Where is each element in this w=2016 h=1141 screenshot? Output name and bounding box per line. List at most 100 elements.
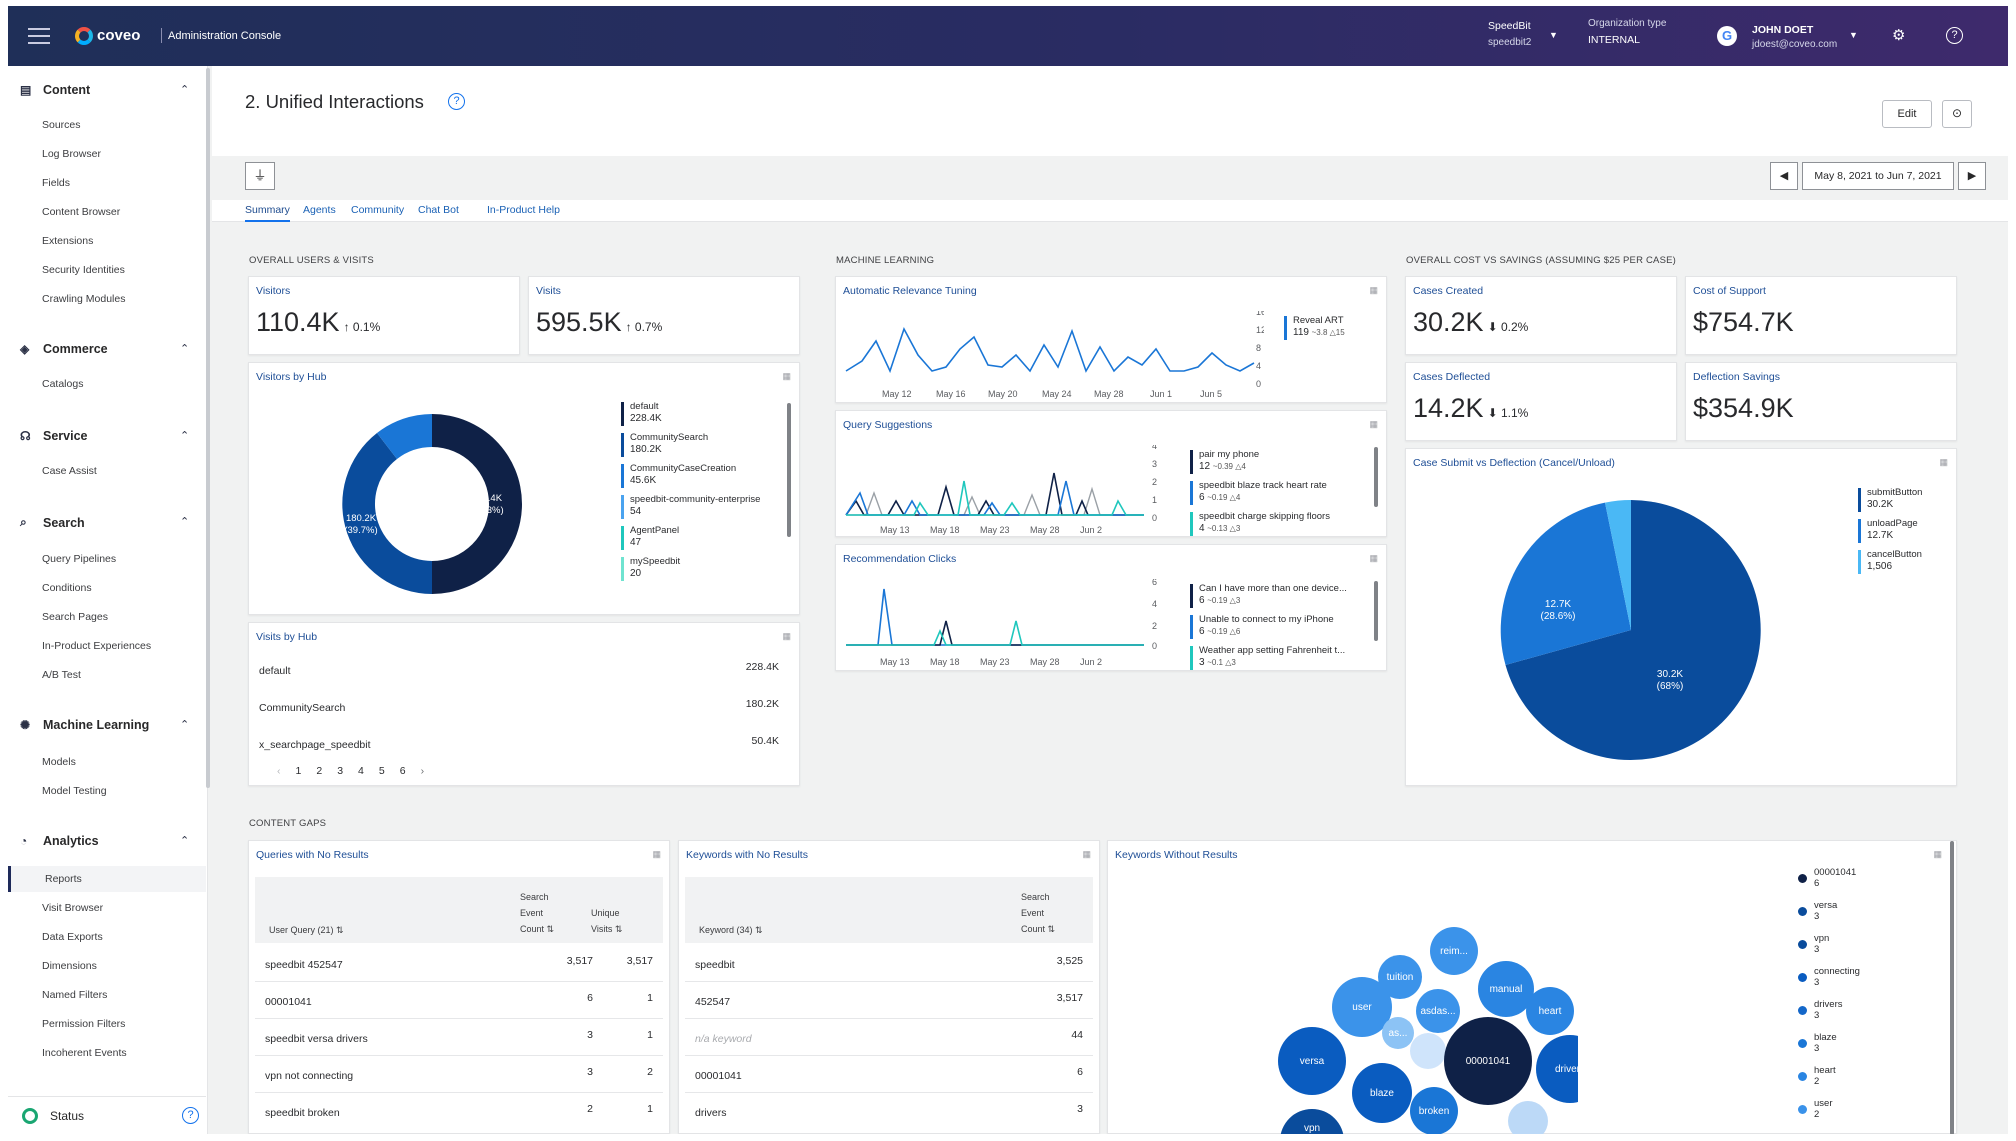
sidebar-item-content-browser[interactable]: Content Browser bbox=[42, 206, 121, 218]
sidebar-item-models[interactable]: Models bbox=[42, 756, 76, 768]
bubble[interactable] bbox=[1382, 1017, 1414, 1049]
table-row[interactable]: drivers 3 bbox=[685, 1093, 1093, 1130]
legend-scrollbar[interactable] bbox=[1950, 841, 1954, 1134]
table-row[interactable]: speedbit 452547 3,517 3,517 bbox=[255, 945, 663, 982]
legend-item[interactable]: pair my phone 12 ~0.39 △4 bbox=[1190, 449, 1360, 474]
legend-item[interactable]: speedbit blaze track heart rate 6 ~0.19 △… bbox=[1190, 480, 1360, 505]
visitors-card[interactable]: Visitors 110.4K ↑ 0.1% bbox=[248, 276, 520, 355]
sidebar-item-dimensions[interactable]: Dimensions bbox=[42, 960, 97, 972]
visits-by-hub-card[interactable]: Visits by Hub ▦ default 228.4K CommunityS… bbox=[248, 622, 800, 786]
legend-scrollbar[interactable] bbox=[1374, 447, 1378, 507]
page-number[interactable]: 2 bbox=[316, 765, 323, 777]
legend-item[interactable]: heart 2 bbox=[1798, 1065, 1860, 1098]
chevron-up-icon[interactable]: ⌃ bbox=[180, 84, 190, 96]
column-header-unique-visits[interactable]: Unique Visits ⇅ bbox=[591, 905, 622, 937]
sidebar-item-in-product-experiences[interactable]: In-Product Experiences bbox=[42, 640, 152, 652]
next-period-button[interactable]: ▶ bbox=[1958, 162, 1986, 190]
sidebar-section-content[interactable]: ▤ Content bbox=[20, 83, 90, 97]
cost-of-support-card[interactable]: Cost of Support $754.7K bbox=[1685, 276, 1957, 355]
chevron-up-icon[interactable]: ⌃ bbox=[180, 430, 190, 442]
legend-item[interactable]: speedbit charge skipping floors 4 ~0.13 △… bbox=[1190, 511, 1360, 536]
table-row[interactable]: 452547 3,517 bbox=[685, 982, 1093, 1019]
add-filter-icon[interactable]: ⏚ bbox=[245, 162, 275, 190]
query-suggestions-card[interactable]: Query Suggestions ▦ May 13 May 18 May 23… bbox=[835, 410, 1387, 537]
sidebar-item-catalogs[interactable]: Catalogs bbox=[42, 378, 84, 390]
legend-item[interactable]: vpn 3 bbox=[1798, 933, 1860, 966]
legend-item[interactable]: Can I have more than one device... 6 ~0.1… bbox=[1190, 583, 1365, 608]
legend-item[interactable]: unloadPage 12.7K bbox=[1858, 518, 1922, 543]
visitors-by-hub-card[interactable]: Visitors by Hub ▦ 228.4K (50.3%) 180.2K … bbox=[248, 362, 800, 615]
sort-icon[interactable]: ⇅ bbox=[546, 924, 555, 934]
table-row[interactable]: default 228.4K bbox=[249, 651, 799, 688]
sidebar-item-extensions[interactable]: Extensions bbox=[42, 235, 94, 247]
sidebar-item-data-exports[interactable]: Data Exports bbox=[42, 931, 103, 943]
bubble[interactable] bbox=[1508, 1101, 1548, 1134]
bubble[interactable] bbox=[1278, 1027, 1346, 1095]
legend-item[interactable]: cancelButton 1,506 bbox=[1858, 549, 1922, 574]
org-switcher[interactable]: SpeedBit speedbit2 bbox=[1488, 20, 1531, 48]
chart-type-icon[interactable]: ▦ bbox=[782, 631, 791, 641]
chevron-down-icon[interactable]: ▼ bbox=[1849, 30, 1858, 40]
legend-item[interactable]: submitButton 30.2K bbox=[1858, 487, 1922, 512]
legend-item[interactable]: 00001041 6 bbox=[1798, 867, 1860, 900]
bubble[interactable] bbox=[1378, 955, 1422, 999]
sidebar-item-named-filters[interactable]: Named Filters bbox=[42, 989, 108, 1001]
tab-summary[interactable]: Summary bbox=[245, 204, 290, 222]
chart-type-icon[interactable]: ▦ bbox=[1082, 849, 1091, 859]
bubble[interactable] bbox=[1280, 1109, 1344, 1134]
sidebar-item-visit-browser[interactable]: Visit Browser bbox=[42, 902, 104, 914]
chart-type-icon[interactable]: ▦ bbox=[782, 371, 791, 381]
legend-item[interactable]: blaze 3 bbox=[1798, 1032, 1860, 1065]
case-submit-card[interactable]: Case Submit vs Deflection (Cancel/Unload… bbox=[1405, 448, 1957, 786]
table-row[interactable]: speedbit broken 2 1 bbox=[255, 1093, 663, 1130]
bubble[interactable] bbox=[1430, 927, 1478, 975]
legend-item[interactable]: connecting 3 bbox=[1798, 966, 1860, 999]
bubble[interactable] bbox=[1536, 1035, 1578, 1103]
sidebar-item-conditions[interactable]: Conditions bbox=[42, 582, 92, 594]
sidebar-item-ab-test[interactable]: A/B Test bbox=[42, 669, 81, 681]
table-row[interactable]: n/a keyword 44 bbox=[685, 1019, 1093, 1056]
gear-icon[interactable]: ⚙ bbox=[1892, 27, 1906, 44]
status-bar[interactable]: Status ? bbox=[8, 1096, 206, 1134]
legend-item[interactable]: CommunityCaseCreation 45.6K bbox=[621, 463, 781, 488]
visits-card[interactable]: Visits 595.5K ↑ 0.7% bbox=[528, 276, 800, 355]
sidebar-item-model-testing[interactable]: Model Testing bbox=[42, 785, 107, 797]
legend-item[interactable]: Weather app setting Fahrenheit t... 3 ~0.… bbox=[1190, 645, 1365, 670]
legend-item[interactable]: CommunitySearch 180.2K bbox=[621, 432, 781, 457]
tab-community[interactable]: Community bbox=[351, 204, 405, 216]
queries-no-results-card[interactable]: Queries with No Results ▦ User Query (21… bbox=[248, 840, 670, 1134]
table-row[interactable]: 00001041 6 bbox=[685, 1056, 1093, 1093]
sidebar-item-search-pages[interactable]: Search Pages bbox=[42, 611, 108, 623]
column-header-search-count[interactable]: Search Event Count ⇅ bbox=[1021, 889, 1055, 937]
chart-type-icon[interactable]: ▦ bbox=[1369, 419, 1378, 429]
bubble[interactable] bbox=[1444, 1017, 1532, 1105]
previous-period-button[interactable]: ◀ bbox=[1770, 162, 1798, 190]
bubble[interactable] bbox=[1526, 987, 1574, 1035]
bubble[interactable] bbox=[1332, 977, 1392, 1037]
chart-type-icon[interactable]: ▦ bbox=[1933, 849, 1942, 859]
sidebar-item-incoherent-events[interactable]: Incoherent Events bbox=[42, 1047, 127, 1059]
chevron-up-icon[interactable]: ⌃ bbox=[180, 719, 190, 731]
previous-page-icon[interactable]: ‹ bbox=[277, 765, 281, 777]
bubble[interactable] bbox=[1416, 989, 1460, 1033]
recommendation-clicks-card[interactable]: Recommendation Clicks ▦ May 13 May 18 Ma… bbox=[835, 544, 1387, 671]
keywords-without-results-card[interactable]: Keywords Without Results ▦ reim... tuiti… bbox=[1107, 840, 1957, 1134]
tab-chat-bot[interactable]: Chat Bot bbox=[418, 204, 459, 216]
legend-item[interactable]: Reveal ART 119 ~3.8 △15 bbox=[1284, 315, 1345, 340]
keywords-no-results-card[interactable]: Keywords with No Results ▦ Keyword (34) … bbox=[678, 840, 1100, 1134]
help-icon[interactable]: ? bbox=[1946, 27, 1963, 44]
date-range-picker[interactable]: May 8, 2021 to Jun 7, 2021 bbox=[1802, 162, 1954, 190]
chart-type-icon[interactable]: ▦ bbox=[1939, 457, 1948, 467]
next-page-icon[interactable]: › bbox=[420, 765, 425, 777]
bubble[interactable] bbox=[1410, 1033, 1446, 1069]
sort-icon[interactable]: ⇅ bbox=[614, 924, 623, 934]
page-number[interactable]: 1 bbox=[295, 765, 302, 777]
chevron-up-icon[interactable]: ⌃ bbox=[180, 835, 190, 847]
legend-scrollbar[interactable] bbox=[1374, 581, 1378, 641]
sidebar-item-case-assist[interactable]: Case Assist bbox=[42, 465, 97, 477]
page-number[interactable]: 6 bbox=[399, 765, 406, 777]
column-header-keyword[interactable]: Keyword (34) ⇅ bbox=[699, 925, 763, 936]
legend-item[interactable]: versa 3 bbox=[1798, 900, 1860, 933]
automatic-relevance-tuning-card[interactable]: Automatic Relevance Tuning ▦ May 12 May … bbox=[835, 276, 1387, 403]
sidebar-item-sources[interactable]: Sources bbox=[42, 119, 81, 131]
